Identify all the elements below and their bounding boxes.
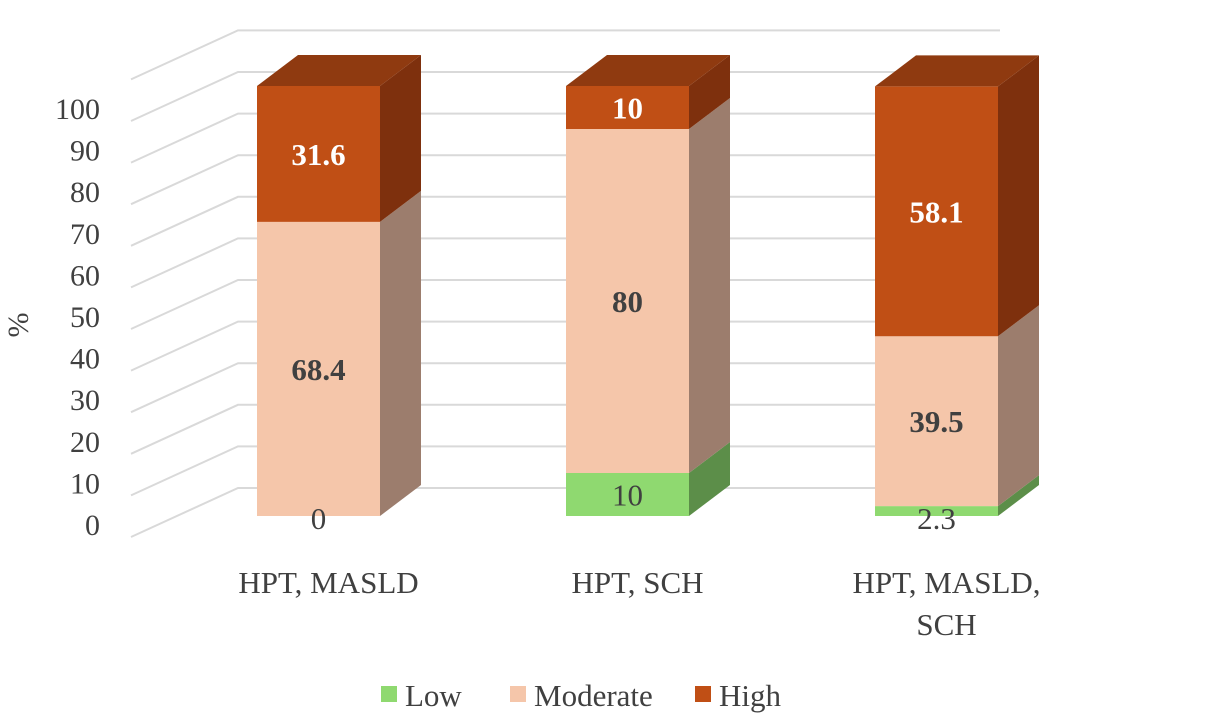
legend: Low Moderate High	[381, 678, 782, 713]
y-axis-label: %	[2, 313, 35, 338]
x-category-label: HPT, MASLD	[238, 565, 418, 600]
bar-segment-moderate	[257, 221, 380, 516]
gridline	[130, 403, 1000, 455]
y-tick-label: 100	[55, 93, 100, 126]
bar-side-moderate	[380, 190, 421, 516]
bar-side-moderate	[998, 305, 1039, 507]
gridline	[130, 195, 1000, 247]
bar-stack	[875, 55, 1039, 516]
legend-label-low: Low	[405, 678, 462, 713]
legend-swatch-low	[381, 686, 397, 702]
bar-side-low	[689, 442, 730, 516]
gridline	[130, 29, 1000, 81]
legend-swatch-moderate	[510, 686, 526, 702]
y-tick-label: 90	[70, 135, 100, 168]
bar-side-high	[998, 55, 1039, 337]
bar-segment-moderate	[875, 336, 998, 507]
bar-segment-moderate	[566, 129, 689, 473]
y-tick-label: 0	[85, 509, 100, 542]
y-tick-label: 40	[70, 343, 100, 376]
bar-segment-high	[875, 86, 998, 337]
bar-side-moderate	[689, 98, 730, 473]
y-tick-label: 70	[70, 218, 100, 251]
legend-label-moderate: Moderate	[534, 678, 653, 713]
bar-side-high	[689, 55, 730, 129]
bar-segment-low	[875, 506, 998, 516]
legend-swatch-high	[695, 686, 711, 702]
bar-side-low	[998, 475, 1039, 516]
gridline	[130, 154, 1000, 206]
data-label-low: 10	[612, 478, 643, 513]
data-label-moderate: 39.5	[909, 404, 963, 439]
data-label-moderate: 68.4	[291, 352, 345, 387]
y-tick-label: 50	[70, 301, 100, 334]
legend-label-high: High	[719, 678, 782, 713]
gridline	[130, 445, 1000, 497]
x-category-label: HPT, MASLD,	[852, 565, 1040, 600]
y-tick-label: 20	[70, 426, 100, 459]
gridline	[130, 362, 1000, 414]
bar-side-high	[380, 55, 421, 222]
bar-stack	[566, 55, 730, 516]
gridline	[130, 112, 1000, 164]
bar-segment-high	[566, 86, 689, 129]
x-category-label: SCH	[916, 607, 976, 642]
data-label-low: 2.3	[917, 501, 956, 536]
y-tick-label: 60	[70, 259, 100, 292]
y-tick-label: 80	[70, 176, 100, 209]
bar-top-high	[566, 55, 730, 86]
data-label-moderate: 80	[612, 284, 643, 319]
gridline	[130, 237, 1000, 289]
data-label-high: 58.1	[909, 194, 963, 229]
bar-segment-high	[257, 86, 380, 222]
gridline	[130, 279, 1000, 330]
bar-top-high	[257, 55, 421, 86]
y-tick-label: 10	[70, 467, 100, 500]
bar-top-high	[875, 55, 1039, 87]
gridline	[130, 320, 1000, 372]
x-category-label: HPT, SCH	[571, 565, 703, 600]
gridline	[130, 71, 1000, 122]
bar-segment-low	[566, 473, 689, 516]
data-label-high: 10	[612, 91, 643, 126]
bar-stack	[257, 55, 421, 516]
data-label-high: 31.6	[291, 137, 345, 172]
data-label-low: 0	[311, 501, 327, 536]
gridline	[130, 487, 1000, 538]
y-tick-label: 30	[70, 384, 100, 417]
